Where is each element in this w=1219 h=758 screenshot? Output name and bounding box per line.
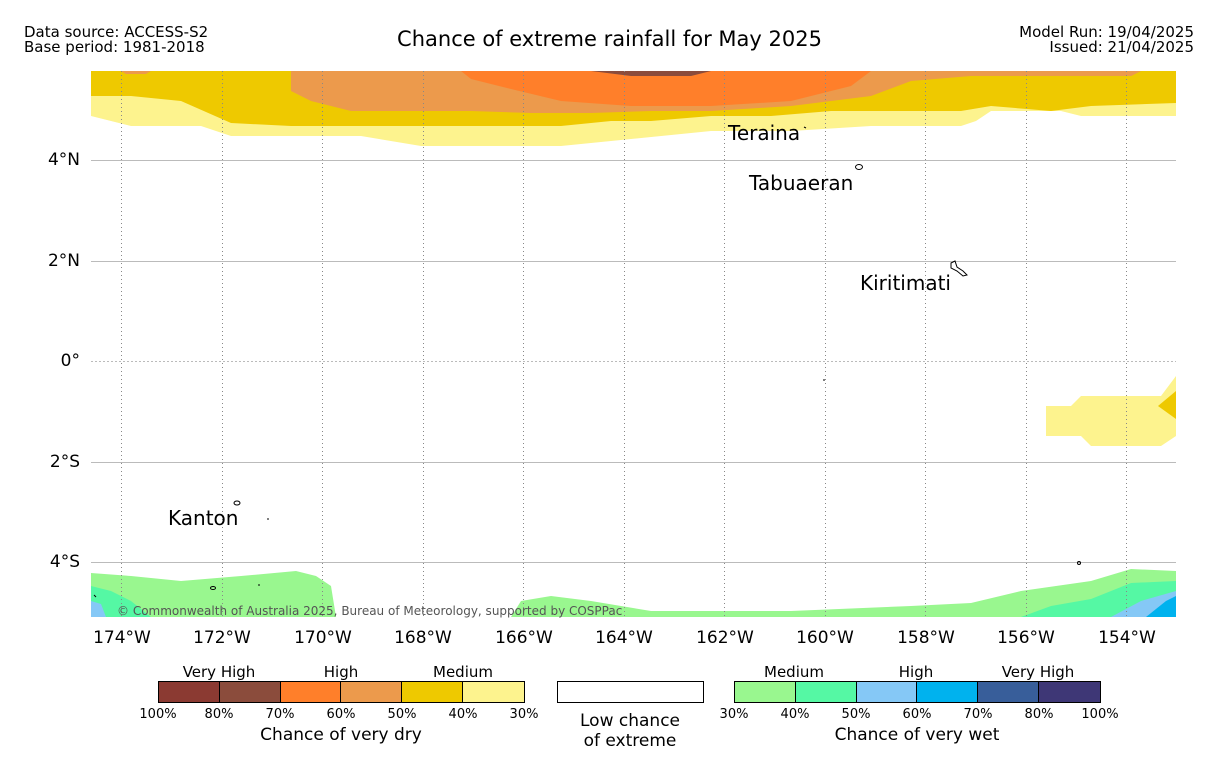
lon-tick-162w: 162°W (696, 628, 754, 648)
legend-dry-tick: 100% (139, 707, 177, 722)
dry-far-left-region (121, 71, 151, 74)
legend-dry-tick: 60% (326, 707, 356, 722)
legend-wet-tick: 80% (1024, 707, 1054, 722)
legend-wet-swatch (795, 682, 857, 702)
legend-low-chance-swatch (557, 681, 704, 703)
place-label-kanton: Kanton (168, 506, 239, 530)
legend-wet-swatch (1039, 682, 1100, 702)
legend-dry-high: High (323, 663, 359, 681)
legend-wet-very-high: Very High (1001, 663, 1075, 681)
legend-wet-tick: 50% (841, 707, 871, 722)
dry-right-region (1091, 71, 1141, 76)
legend-dry-colorbar (158, 681, 525, 703)
place-label-teraina: Teraina (728, 121, 801, 145)
wet-30-40-region (91, 571, 336, 617)
wet-40-50-region (91, 586, 151, 617)
map-canvas (91, 71, 1176, 617)
legend-dry-tick: 70% (265, 707, 295, 722)
lat-tick-4s: 4°S (49, 552, 80, 572)
lat-gridlines (91, 160, 1176, 563)
legend-dry-swatch (463, 682, 524, 702)
rainfall-map[interactable] (91, 71, 1176, 617)
lon-tick-168w: 168°W (394, 628, 452, 648)
legend-dry-very-high: Very High (182, 663, 256, 681)
legend-dry-tick: 40% (448, 707, 478, 722)
wet-50-60-region (91, 601, 106, 617)
island-outlines (93, 126, 1081, 598)
legend-wet-swatch (978, 682, 1040, 702)
dry-east-patch (1046, 376, 1176, 446)
legend-dry-tick: 30% (509, 707, 539, 722)
legend-wet-tick: 70% (963, 707, 993, 722)
legend-wet-swatch (917, 682, 979, 702)
place-label-kiritimati: Kiritimati (860, 271, 951, 295)
lat-tick-2n: 2°N (47, 251, 80, 271)
lon-tick-166w: 166°W (495, 628, 553, 648)
page-title: Chance of extreme rainfall for May 2025 (397, 27, 822, 51)
legend-wet-swatch (856, 682, 918, 702)
legend-dry-swatch (280, 682, 342, 702)
lon-tick-172w: 172°W (193, 628, 251, 648)
lat-tick-4n: 4°N (47, 150, 80, 170)
dry-60-70-region (461, 71, 871, 106)
legend-wet-medium: Medium (764, 663, 824, 681)
legend-wet-title: Chance of very wet (834, 725, 1000, 745)
legend-dry-swatch (402, 682, 464, 702)
legend-wet-tick: 100% (1081, 707, 1119, 722)
lon-tick-158w: 158°W (897, 628, 955, 648)
lon-tick-164w: 164°W (595, 628, 653, 648)
lon-tick-170w: 170°W (294, 628, 352, 648)
place-label-tabuaeran: Tabuaeran (749, 171, 854, 195)
legend-low-chance-line2: of extreme (583, 731, 677, 751)
wet-30-40-bottom (511, 569, 1176, 617)
legend-wet-high: High (898, 663, 934, 681)
data-source-label: Data source: ACCESS-S2 (24, 23, 209, 41)
legend-wet-tick: 30% (719, 707, 749, 722)
lat-tick-0: 0° (60, 351, 80, 371)
legend-low-chance-line1: Low chance (580, 711, 680, 731)
lon-gridlines (121, 71, 1127, 617)
lon-tick-154w: 154°W (1098, 628, 1156, 648)
legend-dry-swatch (341, 682, 403, 702)
dry-east-patch-core (1158, 391, 1176, 419)
wet-60-70-bottom (1146, 596, 1176, 617)
legend-dry-swatch (219, 682, 281, 702)
model-run-label: Model Run: 19/04/2025 (1019, 23, 1194, 41)
dry-70-80-region (591, 71, 711, 76)
base-period-label: Base period: 1981-2018 (24, 38, 205, 56)
legend-dry-tick: 50% (387, 707, 417, 722)
lon-tick-160w: 160°W (796, 628, 854, 648)
legend-wet-tick: 60% (902, 707, 932, 722)
legend-wet-tick: 40% (780, 707, 810, 722)
copyright-notice: © Commonwealth of Australia 2025, Bureau… (117, 604, 623, 618)
lon-tick-174w: 174°W (93, 628, 151, 648)
legend-dry-swatch (159, 682, 220, 702)
legend-dry-tick: 80% (204, 707, 234, 722)
legend-wet-swatch (735, 682, 796, 702)
issued-label: Issued: 21/04/2025 (1049, 38, 1194, 56)
legend-dry-title: Chance of very dry (260, 725, 422, 745)
legend-wet-colorbar (734, 681, 1101, 703)
legend-dry-medium: Medium (433, 663, 493, 681)
lat-tick-2s: 2°S (49, 452, 80, 472)
lon-tick-156w: 156°W (997, 628, 1055, 648)
